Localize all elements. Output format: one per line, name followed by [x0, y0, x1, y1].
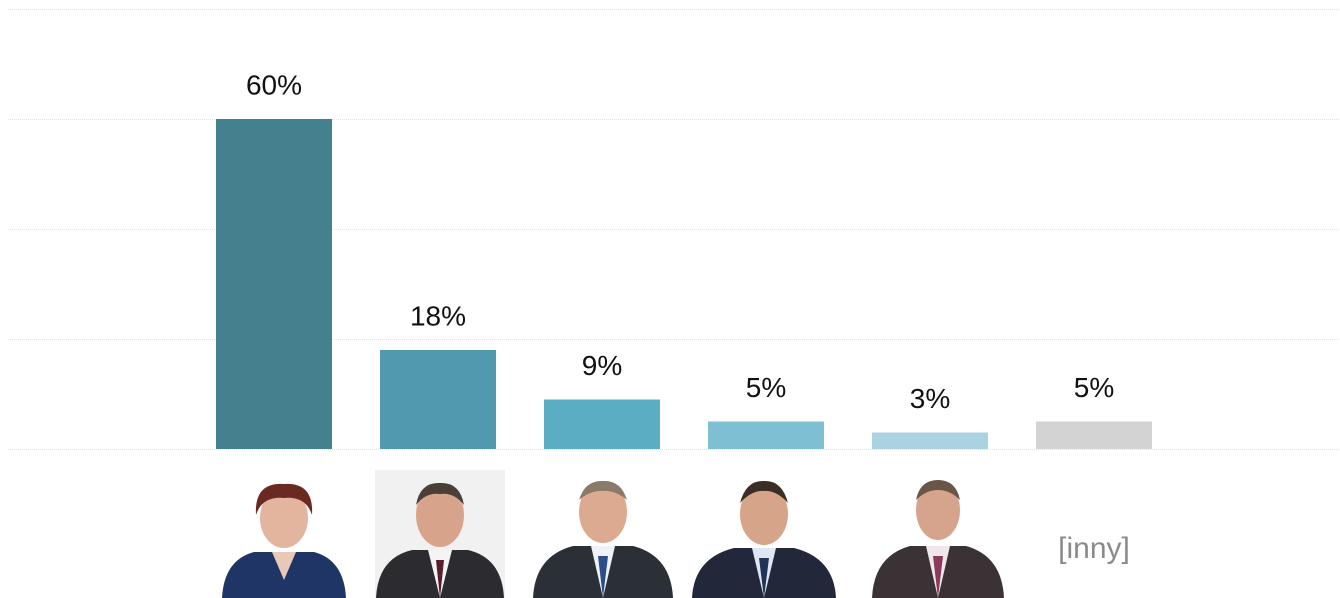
value-label: 3%: [910, 383, 950, 414]
x-tick-label: [inny]: [1058, 532, 1130, 565]
value-label: 9%: [582, 350, 622, 381]
value-label: 5%: [1074, 372, 1114, 403]
bar: [380, 350, 496, 449]
photo: [872, 480, 1004, 598]
bar: [872, 432, 988, 449]
bar: [216, 119, 332, 449]
candidate-photos: [222, 470, 1004, 598]
photo: [222, 483, 346, 598]
bar: [708, 421, 824, 449]
photo: [692, 480, 836, 598]
photo: [375, 470, 505, 598]
photo: [533, 480, 673, 598]
bar: [544, 399, 660, 449]
value-label: 60%: [246, 69, 302, 100]
value-label: 18%: [410, 300, 466, 331]
value-label: 5%: [746, 372, 786, 403]
bar: [1036, 421, 1152, 449]
